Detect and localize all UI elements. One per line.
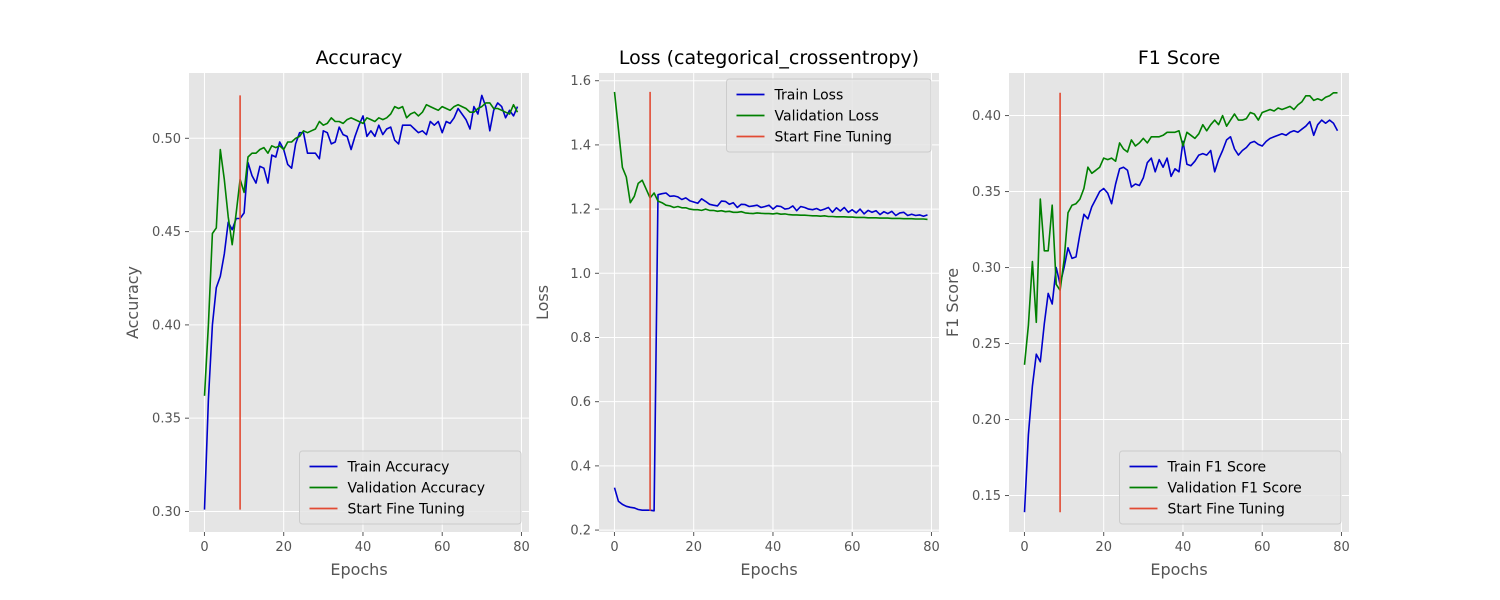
chart-3-y-tick-label: 0.40 (972, 109, 1001, 124)
chart-2-x-tick-label: 0 (610, 540, 618, 555)
chart-1-y-tick-label: 0.35 (152, 412, 181, 427)
chart-3-y-tick-label: 0.15 (972, 489, 1001, 504)
chart-3-legend-label-train-f1-score: Train F1 Score (1167, 460, 1267, 476)
chart-3-y-tick-label: 0.20 (972, 413, 1001, 428)
chart-3-y-tick-label: 0.25 (972, 337, 1001, 352)
chart-2-x-tick-label: 60 (844, 540, 861, 555)
chart-2-y-tick-label: 1.6 (570, 74, 591, 89)
chart-1-legend-label-validation-accuracy: Validation Accuracy (348, 481, 486, 497)
chart-1-y-tick-label: 0.30 (152, 505, 181, 520)
chart-3-title: F1 Score (1138, 47, 1220, 69)
chart-1-y-axis-label: Accuracy (123, 266, 142, 339)
chart-1-series-validation-accuracy (203, 102, 519, 396)
chart-2-series-validation-loss (613, 91, 928, 221)
chart-3-y-tick-label: 0.30 (972, 261, 1001, 276)
chart-1-x-tick-label: 0 (200, 540, 208, 555)
chart-2-y-tick-label: 1.0 (570, 267, 591, 282)
chart-3-legend: Train F1 Score Validation F1 Score Start F… (1119, 450, 1342, 525)
chart-1-y-tick-label: 0.45 (152, 225, 181, 240)
chart-3-x-tick-label: 80 (1333, 540, 1350, 555)
chart-3-series-train-f1-score (1023, 119, 1339, 513)
chart-1-x-tick-label: 40 (355, 540, 372, 555)
chart-1: 0 20 40 60 80 0.30 0.35 0.40 0.45 0.50 Accuracy Epo… (123, 47, 530, 579)
chart-1-y-tick-label: 0.50 (152, 132, 181, 147)
chart-1-legend-frame (299, 450, 522, 525)
chart-3-x-tick-label: 20 (1095, 540, 1112, 555)
chart-1-x-tick-label: 20 (275, 540, 292, 555)
chart-2-y-tick-label: 0.6 (570, 395, 591, 410)
chart-2-legend-label-train-loss: Train Loss (774, 88, 844, 104)
chart-2-legend-label-validation-loss: Validation Loss (775, 109, 879, 125)
chart-1-legend: Train Accuracy Validation Accuracy Start F… (299, 450, 522, 525)
chart-3-x-tick-label: 0 (1020, 540, 1028, 555)
chart-2-y-tick-label: 0.2 (570, 524, 591, 539)
chart-2-y-axis-label: Loss (533, 285, 552, 320)
chart-3-x-tick-label: 60 (1254, 540, 1271, 555)
chart-2: 0 20 40 60 80 0.2 0.4 0.6 0.8 1.0 1.2 1.4 1.6 Loss (c… (533, 47, 940, 579)
chart-2-x-tick-label: 80 (923, 540, 940, 555)
chart-3-y-tick-label: 0.35 (972, 185, 1001, 200)
chart-2-legend-frame (726, 78, 932, 153)
chart-2-legend-label-start-fine-tuning: Start Fine Tuning (775, 130, 892, 146)
chart-2-legend: Train Loss Validation Loss Start Fine Tuni… (726, 78, 932, 153)
chart-2-x-axis-label: Epochs (740, 560, 797, 579)
chart-3-x-tick-label: 40 (1175, 540, 1192, 555)
chart-1-y-tick-label: 0.40 (152, 318, 181, 333)
chart-3-legend-frame (1119, 450, 1342, 525)
chart-3-series-validation-f1-score (1023, 92, 1338, 365)
chart-1-x-axis-label: Epochs (330, 560, 387, 579)
chart-2-x-tick-label: 20 (685, 540, 702, 555)
chart-1-x-tick-label: 80 (513, 540, 530, 555)
chart-3-x-axis-label: Epochs (1150, 560, 1207, 579)
chart-2-y-tick-label: 0.4 (570, 459, 591, 474)
chart-2-y-tick-label: 1.4 (570, 138, 591, 153)
chart-1-legend-label-start-fine-tuning: Start Fine Tuning (348, 502, 465, 518)
chart-3-y-axis-label: F1 Score (943, 268, 962, 337)
chart-1-title: Accuracy (316, 47, 403, 69)
chart-3-legend-label-start-fine-tuning: Start Fine Tuning (1168, 502, 1285, 518)
chart-2-series-train-loss (613, 192, 928, 512)
chart-1-x-tick-label: 60 (434, 540, 451, 555)
chart-2-y-tick-label: 0.8 (570, 331, 591, 346)
chart-1-series-train-accuracy (203, 94, 519, 510)
chart-2-x-tick-label: 40 (765, 540, 782, 555)
chart-2-title: Loss (categorical_crossentropy) (619, 47, 919, 69)
chart-3: 0 20 40 60 80 0.15 0.20 0.25 0.30 0.35 0.40 F1 Scor… (943, 47, 1350, 579)
chart-3-legend-label-validation-f1-score: Validation F1 Score (1168, 481, 1302, 497)
chart-1-legend-label-train-accuracy: Train Accuracy (347, 460, 450, 476)
chart-2-y-tick-label: 1.2 (570, 203, 591, 218)
